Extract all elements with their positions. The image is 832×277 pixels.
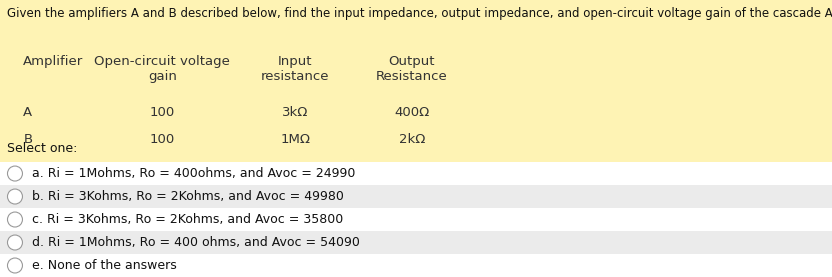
Text: Given the amplifiers A and B described below, find the input impedance, output i: Given the amplifiers A and B described b…	[7, 7, 832, 20]
Text: 100: 100	[150, 106, 175, 119]
Bar	[0, 162, 832, 185]
Text: Amplifier: Amplifier	[23, 55, 83, 68]
Text: d. Ri = 1Mohms, Ro = 400 ohms, and Avoc = 54090: d. Ri = 1Mohms, Ro = 400 ohms, and Avoc …	[32, 236, 359, 249]
Bar	[0, 185, 832, 208]
Ellipse shape	[7, 166, 22, 181]
Text: 100: 100	[150, 134, 175, 146]
Text: e. None of the answers: e. None of the answers	[32, 259, 176, 272]
Text: Output
Resistance: Output Resistance	[376, 55, 448, 83]
Text: Input
resistance: Input resistance	[261, 55, 329, 83]
Text: 400Ω: 400Ω	[394, 106, 429, 119]
Text: 3kΩ: 3kΩ	[282, 106, 309, 119]
Ellipse shape	[7, 212, 22, 227]
Text: B: B	[23, 134, 32, 146]
Ellipse shape	[7, 258, 22, 273]
Text: Open-circuit voltage
gain: Open-circuit voltage gain	[94, 55, 230, 83]
Text: A: A	[23, 106, 32, 119]
Ellipse shape	[7, 189, 22, 204]
Bar	[0, 254, 832, 277]
Bar	[0, 208, 832, 231]
Text: Select one:: Select one:	[7, 142, 77, 155]
Text: a. Ri = 1Mohms, Ro = 400ohms, and Avoc = 24990: a. Ri = 1Mohms, Ro = 400ohms, and Avoc =…	[32, 167, 355, 180]
Text: 1MΩ: 1MΩ	[280, 134, 310, 146]
Bar	[0, 231, 832, 254]
Text: c. Ri = 3Kohms, Ro = 2Kohms, and Avoc = 35800: c. Ri = 3Kohms, Ro = 2Kohms, and Avoc = …	[32, 213, 343, 226]
Text: b. Ri = 3Kohms, Ro = 2Kohms, and Avoc = 49980: b. Ri = 3Kohms, Ro = 2Kohms, and Avoc = …	[32, 190, 344, 203]
Ellipse shape	[7, 235, 22, 250]
Bar	[0, 0, 832, 162]
Text: 2kΩ: 2kΩ	[399, 134, 425, 146]
